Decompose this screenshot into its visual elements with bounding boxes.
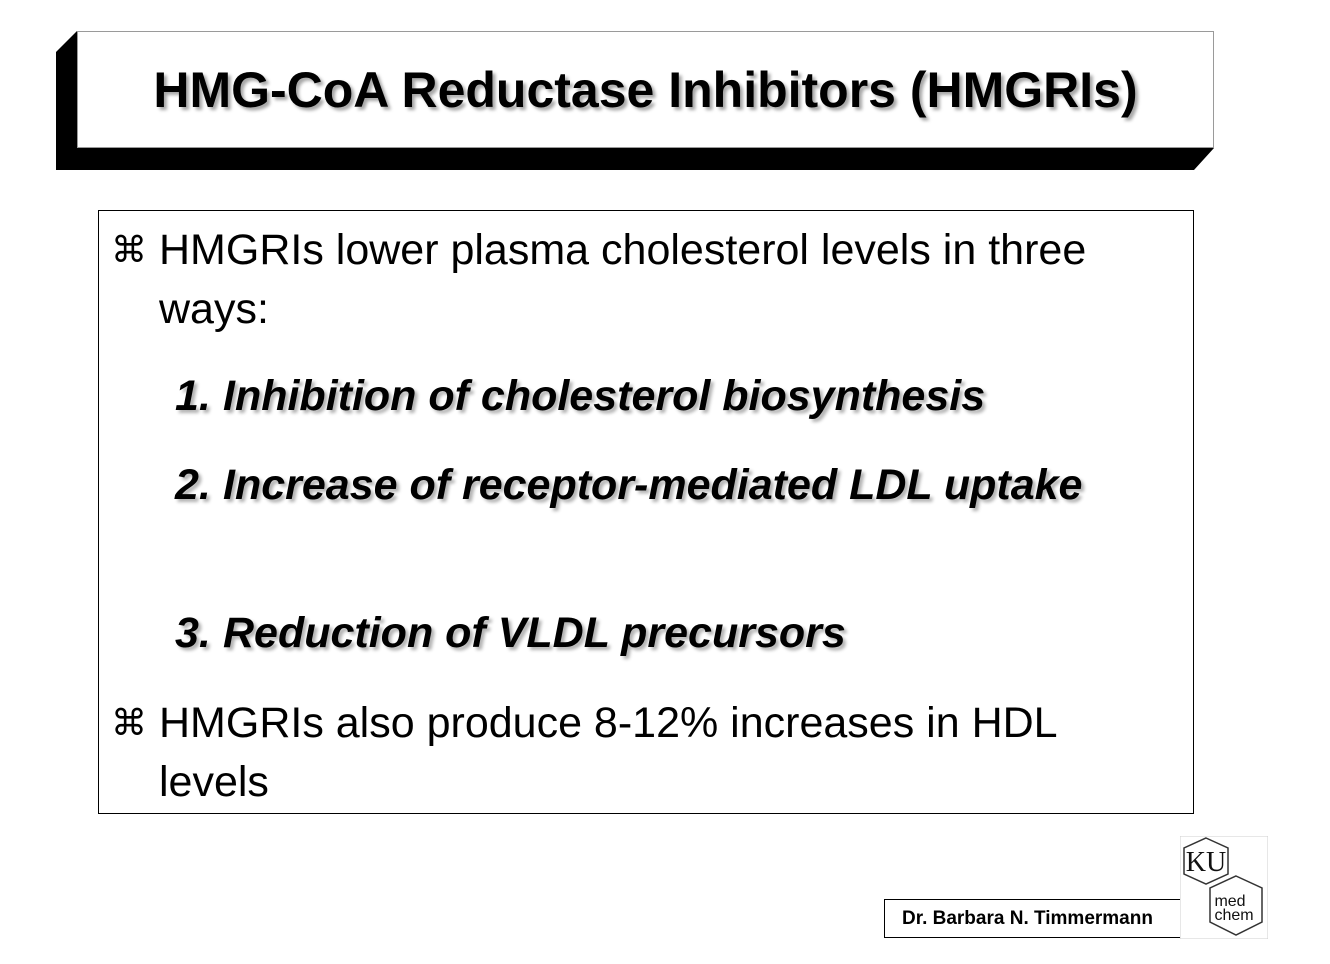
ku-medchem-logo-icon: KU med chem	[1180, 836, 1268, 939]
content-box: ⌘ HMGRIs lower plasma cholesterol levels…	[98, 210, 1194, 814]
item-number: 3.	[175, 609, 211, 657]
bullet-text: HMGRIs lower plasma cholesterol levels i…	[159, 226, 1087, 333]
command-bullet-icon: ⌘	[111, 703, 147, 744]
item-text: Inhibition of cholesterol biosynthesis	[223, 372, 986, 420]
numbered-item: 3. Reduction of VLDL precursors	[175, 604, 1083, 663]
logo-med-text: med	[1214, 893, 1245, 910]
item-text: Increase of receptor-mediated LDL uptake	[223, 461, 1083, 509]
numbered-item: 2. Increase of receptor-mediated LDL upt…	[175, 456, 1083, 515]
command-bullet-icon: ⌘	[111, 230, 147, 271]
item-number: 1.	[175, 372, 211, 420]
bullet-item: ⌘ HMGRIs lower plasma cholesterol levels…	[111, 221, 1109, 339]
page-title: HMG-CoA Reductase Inhibitors (HMGRIs)	[153, 61, 1138, 118]
author-label: Dr. Barbara N. Timmermann	[884, 899, 1184, 938]
logo-top-text: KU	[1186, 847, 1226, 878]
bullet-text: HMGRIs also produce 8-12% increases in H…	[159, 699, 1056, 806]
title-box: HMG-CoA Reductase Inhibitors (HMGRIs)	[77, 31, 1214, 148]
item-text: Reduction of VLDL precursors	[223, 609, 846, 657]
numbered-item: 1. Inhibition of cholesterol biosynthesi…	[175, 367, 1083, 426]
logo-chem-text: chem	[1214, 907, 1253, 924]
item-number: 2.	[175, 461, 211, 509]
bullet-item: ⌘ HMGRIs also produce 8-12% increases in…	[111, 694, 1109, 812]
title-bevel-shape	[56, 31, 1214, 170]
